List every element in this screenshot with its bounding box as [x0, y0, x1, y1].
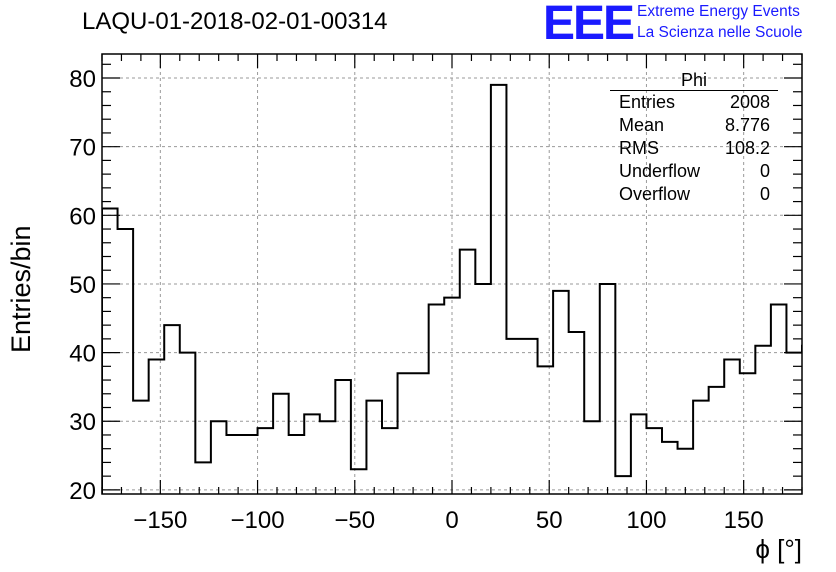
stats-value: 108.2 — [724, 138, 770, 158]
stats-label: Entries — [619, 92, 676, 112]
histogram-bin — [802, 346, 818, 494]
x-tick-label: 150 — [724, 507, 764, 534]
histogram-outline — [102, 83, 802, 494]
histogram-bin — [475, 284, 491, 494]
histogram-bin — [755, 346, 771, 494]
histogram-bin — [818, 78, 834, 494]
histogram-bin — [164, 325, 180, 494]
y-tick-label: 60 — [69, 203, 96, 230]
histogram-bin — [491, 85, 507, 494]
stats-row-mean: Mean 8.776 — [610, 114, 778, 137]
histogram-bin — [600, 284, 616, 494]
stats-box-title: Phi — [610, 70, 778, 91]
histogram-bin — [538, 366, 554, 494]
x-tick-label: 100 — [626, 507, 666, 534]
histogram-bin — [693, 401, 709, 494]
stats-label: Underflow — [619, 161, 701, 181]
eee-logo: EEE — [543, 0, 635, 50]
histogram-bin — [771, 305, 787, 494]
histogram-bin — [569, 332, 585, 494]
histogram-bin — [320, 421, 336, 494]
stats-value: 2008 — [729, 92, 770, 112]
histogram-bin — [195, 462, 211, 494]
y-tick-label: 40 — [69, 341, 96, 368]
histogram-bin — [740, 373, 756, 494]
stats-value: 0 — [759, 184, 770, 204]
x-axis-label: ϕ [°] — [755, 534, 802, 564]
histogram-bin — [273, 394, 289, 494]
histogram-bin — [180, 353, 196, 494]
histogram-bin — [584, 421, 600, 494]
histogram-bin — [646, 428, 662, 494]
histogram-bin — [444, 298, 460, 494]
histogram-bin — [615, 476, 631, 494]
histogram-bin — [102, 208, 118, 494]
histogram-bin — [211, 421, 227, 494]
histogram-bin — [133, 401, 149, 494]
y-tick-label: 30 — [69, 409, 96, 436]
histogram-bin — [118, 229, 134, 494]
y-tick-label: 70 — [69, 135, 96, 162]
stats-value: 8.776 — [724, 115, 770, 135]
histogram-bin — [724, 359, 740, 494]
eee-logo-line1: Extreme Energy Events — [637, 3, 800, 20]
histogram-bin — [149, 359, 165, 494]
x-tick-label: −150 — [133, 507, 187, 534]
eee-logo-line2: La Scienza nelle Scuole — [637, 24, 803, 41]
x-tick-label: −50 — [334, 507, 375, 534]
histogram-bin — [553, 291, 569, 494]
histogram-bin — [304, 414, 320, 494]
stats-label: Overflow — [619, 184, 691, 204]
histogram-bin — [506, 339, 522, 494]
histogram-bin — [460, 250, 476, 494]
stats-value: 0 — [759, 161, 770, 181]
y-tick-label: 80 — [69, 66, 96, 93]
histogram-bin — [662, 442, 678, 494]
stats-row-rms: RMS 108.2 — [610, 137, 778, 160]
histogram-bin — [522, 339, 538, 494]
y-tick-label: 50 — [69, 272, 96, 299]
x-tick-label: −100 — [231, 507, 285, 534]
stats-row-underflow: Underflow 0 — [610, 160, 778, 183]
stats-box: Phi Entries 2008 Mean 8.776 RMS 108.2 Un… — [610, 70, 778, 206]
histogram-bin — [709, 387, 725, 494]
x-tick-label: 0 — [445, 507, 458, 534]
y-axis-label: Entries/bin — [6, 225, 36, 353]
histogram-bin — [366, 401, 382, 494]
stats-row-overflow: Overflow 0 — [610, 183, 778, 206]
histogram-bin — [398, 373, 414, 494]
histogram-bin — [351, 469, 367, 494]
histogram-bin — [226, 435, 242, 494]
histogram-bin — [289, 435, 305, 494]
histogram-bin — [429, 305, 445, 494]
histogram-bin — [786, 353, 802, 494]
histogram-bin — [258, 428, 274, 494]
run-title: LAQU-01-2018-02-01-00314 — [82, 8, 388, 35]
stats-label: Mean — [619, 115, 665, 135]
stats-label: RMS — [619, 138, 659, 158]
stats-row-entries: Entries 2008 — [610, 91, 778, 114]
histogram-bin — [382, 428, 398, 494]
histogram-bin — [678, 449, 694, 494]
x-tick-label: 50 — [536, 507, 563, 534]
histogram-bin — [413, 373, 429, 494]
y-tick-label: 20 — [69, 478, 96, 505]
histogram-bin — [242, 435, 258, 494]
histogram-bin — [631, 414, 647, 494]
histogram-bin — [335, 380, 351, 494]
